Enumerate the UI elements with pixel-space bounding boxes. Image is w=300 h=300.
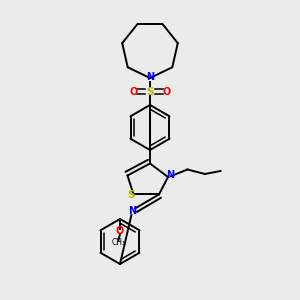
Text: O: O (162, 86, 171, 97)
Text: S: S (146, 86, 154, 97)
Text: N: N (146, 71, 154, 82)
Text: O: O (129, 86, 138, 97)
Text: N: N (166, 170, 175, 181)
Text: S: S (127, 190, 135, 200)
Text: N: N (128, 206, 137, 217)
Text: CH₃: CH₃ (111, 238, 126, 247)
Text: O: O (116, 226, 124, 236)
